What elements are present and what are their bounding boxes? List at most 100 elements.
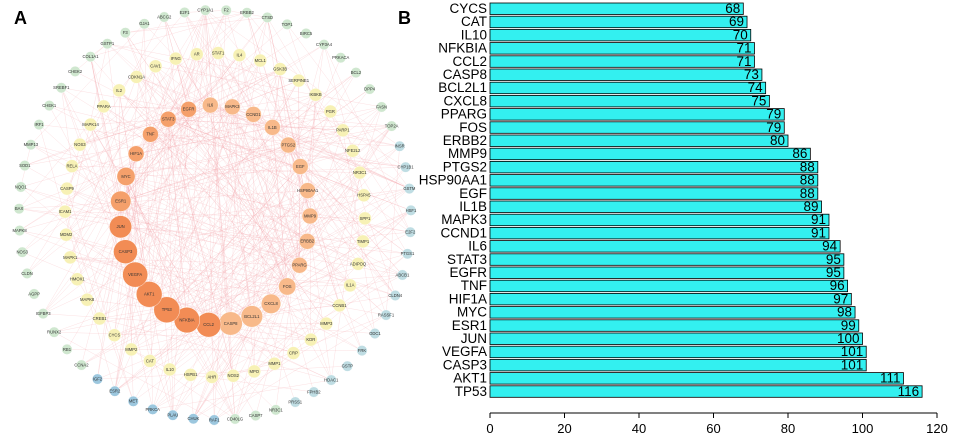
network-node-label: AGPP — [28, 291, 40, 296]
network-edge — [120, 144, 289, 202]
network-edge — [307, 125, 392, 191]
network-edge — [330, 111, 396, 296]
network-node — [299, 182, 316, 199]
network-node-label: TOP2A — [385, 123, 399, 128]
network-node-label: JUN — [116, 224, 124, 229]
network-node — [138, 18, 150, 30]
network-node-label: KDR — [306, 337, 315, 342]
network-edge — [210, 104, 311, 217]
network-edge — [70, 257, 288, 287]
network-edge — [99, 286, 288, 319]
bar-value-label: 98 — [837, 305, 852, 320]
network-edge — [168, 119, 308, 191]
network-node — [308, 386, 320, 398]
network-edge — [120, 130, 343, 202]
network-edge — [168, 52, 219, 120]
network-edge — [251, 190, 308, 317]
network-node-label: EGF — [296, 164, 305, 169]
network-node — [73, 137, 87, 152]
bar-STAT3 — [489, 253, 845, 266]
network-node-label: CASP3 — [119, 249, 133, 254]
network-edge — [125, 176, 308, 242]
network-node — [292, 158, 309, 175]
network-edge — [90, 118, 169, 125]
bar-category-label: CASP3 — [443, 357, 487, 372]
network-edge — [253, 114, 255, 372]
network-node — [97, 99, 111, 114]
network-node — [101, 38, 113, 50]
network-node — [350, 67, 362, 78]
network-node-label: CASP7 — [249, 413, 263, 418]
network-edge — [300, 166, 396, 296]
network-edge — [279, 69, 289, 146]
network-edge — [208, 94, 316, 325]
network-node-label: IL4 — [237, 53, 243, 58]
network-edge — [234, 167, 406, 420]
network-edge — [103, 106, 189, 110]
network-edge — [309, 215, 411, 233]
network-edge — [120, 150, 353, 202]
network-edge — [152, 274, 403, 410]
network-edge — [26, 66, 156, 274]
bar-IL10 — [489, 28, 752, 42]
network-edge — [114, 274, 136, 392]
network-edge — [120, 127, 273, 227]
network-node-label: FRK — [358, 348, 367, 353]
network-edge — [175, 58, 211, 106]
network-node-label: DPP4 — [364, 86, 376, 91]
network-node-label: MMP9 — [304, 213, 317, 218]
network-node — [153, 296, 180, 323]
network-node — [229, 413, 241, 425]
network-edge — [232, 106, 300, 266]
bar-value-label: 94 — [822, 239, 838, 254]
network-edge — [184, 12, 396, 296]
bar-CXCL8 — [489, 95, 770, 108]
degree-bar-chart: B CYCS 68 CAT 69 IL10 70 NFKBIA 71 CCL2 71 CASP8 73… — [398, 1, 948, 436]
network-edge — [172, 316, 253, 416]
network-edge — [208, 10, 227, 325]
network-node — [286, 346, 301, 360]
network-node — [112, 83, 126, 98]
network-node-label: NR3C1 — [269, 407, 283, 412]
bar-EGFR — [489, 266, 845, 279]
network-edge — [38, 124, 253, 317]
network-edge — [136, 76, 300, 266]
network-edge — [90, 56, 127, 177]
network-edge — [107, 43, 136, 275]
network-node-label: CDKN1A — [128, 74, 145, 79]
bar-category-label: HSP90AA1 — [419, 173, 487, 188]
network-edge — [30, 144, 311, 217]
x-tick-label: 60 — [706, 421, 720, 436]
network-edge — [144, 23, 396, 296]
network-node-label: PLAU — [167, 413, 178, 418]
network-edge — [307, 125, 392, 242]
network-node-label: RUNX2 — [47, 330, 62, 335]
network-edge — [172, 323, 231, 416]
network-node — [208, 414, 220, 426]
network-node — [61, 343, 73, 355]
network-edge — [61, 87, 73, 167]
network-node-label: IFNG — [171, 56, 181, 61]
network-node-label: RB1 — [63, 347, 72, 352]
network-edge — [239, 55, 364, 242]
network-node — [253, 53, 267, 68]
network-edge — [81, 218, 366, 366]
bar-TP53 — [489, 385, 923, 398]
network-node — [69, 65, 81, 77]
network-node-label: COL1A1 — [82, 54, 99, 59]
network-node — [261, 12, 273, 23]
network-edge — [175, 58, 189, 110]
network-node — [402, 248, 413, 260]
network-edge — [205, 10, 215, 421]
bar-CAT — [489, 15, 748, 29]
bars: CYCS 68 CAT 69 IL10 70 NFKBIA 71 CCL2 71 CASP8 73 BC… — [419, 1, 923, 399]
network-node — [318, 39, 330, 51]
network-edge — [267, 17, 408, 254]
network-edge — [267, 17, 311, 217]
network-edge — [166, 215, 311, 310]
bar-category-label: FOS — [459, 120, 487, 135]
bar-category-label: STAT3 — [447, 252, 487, 267]
network-edge — [166, 55, 240, 310]
bar-EGF — [489, 187, 819, 200]
network-edge — [275, 44, 325, 410]
